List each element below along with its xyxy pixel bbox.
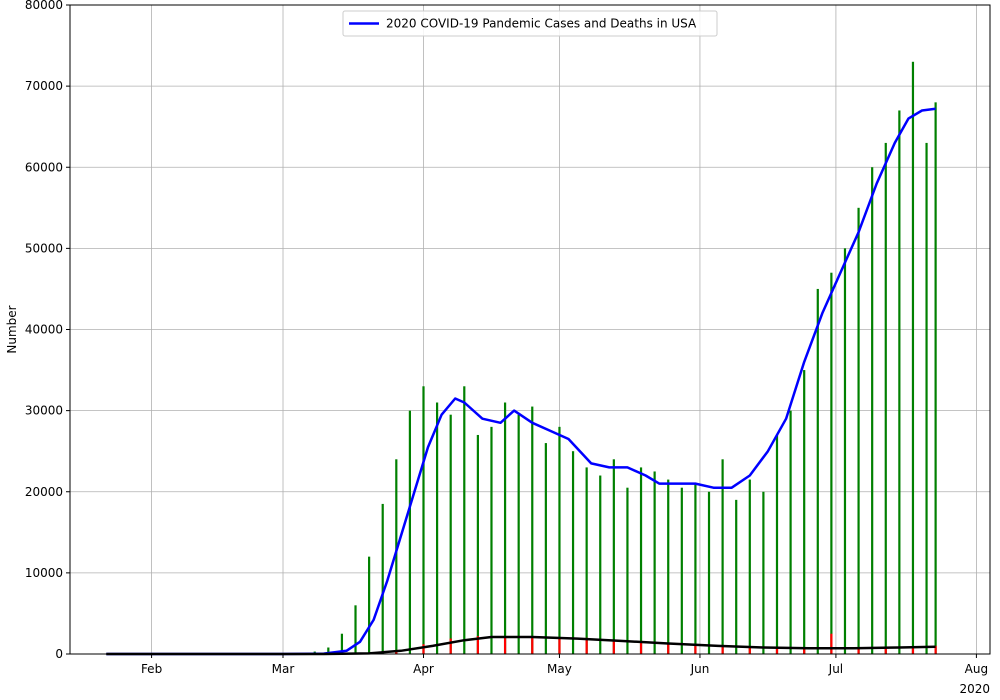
- y-tick-label: 80000: [25, 0, 63, 12]
- death-bar: [911, 647, 915, 654]
- x-tick-label: Jul: [828, 662, 843, 676]
- case-bar: [490, 426, 493, 654]
- case-bar: [857, 207, 860, 654]
- case-bar: [911, 61, 915, 655]
- case-bar: [340, 633, 344, 654]
- y-tick-label: 50000: [25, 241, 63, 255]
- deaths-average-line: [106, 635, 936, 656]
- legend: 2020 COVID-19 Pandemic Cases and Deaths …: [342, 10, 718, 37]
- case-bar: [476, 434, 479, 654]
- case-bar: [721, 459, 724, 654]
- death-bar: [667, 644, 670, 654]
- death-bar: [449, 638, 452, 654]
- case-bar: [884, 142, 887, 654]
- case-bar: [735, 499, 738, 654]
- case-bar: [354, 605, 357, 654]
- case-bar: [816, 288, 819, 654]
- case-bar: [934, 102, 937, 655]
- case-bar: [517, 414, 520, 654]
- case-bar: [544, 443, 547, 654]
- case-bar: [626, 487, 629, 654]
- y-tick-label: 70000: [25, 79, 63, 93]
- death-bar: [857, 648, 860, 654]
- death-bar: [639, 641, 643, 654]
- case-bar: [449, 414, 452, 654]
- death-bar: [775, 648, 779, 654]
- legend-label: 2020 COVID-19 Pandemic Cases and Deaths …: [386, 17, 697, 31]
- case-bar: [408, 410, 412, 654]
- case-bar: [748, 479, 751, 654]
- bars: [300, 61, 937, 655]
- case-bar: [653, 471, 656, 654]
- legend-box: [342, 10, 718, 37]
- case-bar: [463, 386, 466, 654]
- case-bar: [707, 491, 711, 654]
- y-tick-label: 20000: [25, 485, 63, 499]
- x-tick-label: Jun: [690, 662, 710, 676]
- axes: 0 10000 20000 30000 40000 50000 60000 70000 8000…: [5, 0, 990, 696]
- y-tick-label: 0: [55, 647, 63, 661]
- case-bar: [639, 467, 643, 654]
- x-tick-label: Mar: [272, 662, 295, 676]
- case-bar: [571, 451, 575, 654]
- case-bar: [762, 491, 765, 654]
- x-tick-label: Apr: [413, 662, 434, 676]
- x-tick-label: Feb: [141, 662, 162, 676]
- death-bar: [558, 637, 561, 654]
- case-bar: [775, 434, 779, 654]
- death-bar: [803, 649, 806, 654]
- x-offset-label: 2020: [959, 682, 990, 696]
- cases-average-line: [106, 107, 936, 656]
- case-bar: [327, 647, 330, 654]
- case-bar: [803, 370, 806, 654]
- x-tick-label: Aug: [965, 662, 988, 676]
- death-bar: [934, 645, 937, 654]
- case-bar: [503, 402, 507, 654]
- case-bar: [585, 467, 588, 654]
- death-bar: [884, 648, 887, 654]
- death-bar: [694, 645, 697, 654]
- y-tick-label: 60000: [25, 160, 63, 174]
- case-bar: [680, 487, 683, 654]
- y-tick-label: 40000: [25, 323, 63, 337]
- death-bar: [531, 636, 534, 654]
- death-bar: [585, 637, 588, 654]
- case-bar: [789, 410, 792, 654]
- death-bar: [748, 647, 751, 654]
- case-bar: [694, 483, 697, 654]
- case-bar: [667, 479, 670, 654]
- death-bar: [612, 640, 615, 654]
- case-bar: [435, 402, 439, 654]
- y-tick-label: 30000: [25, 404, 63, 418]
- x-tick-label: May: [547, 662, 572, 676]
- case-bar: [612, 459, 615, 654]
- death-bar: [503, 636, 507, 654]
- case-bar: [843, 248, 847, 654]
- y-axis-title: Number: [5, 305, 19, 353]
- case-bar: [422, 386, 425, 654]
- case-bar: [381, 503, 384, 654]
- case-bar: [871, 167, 874, 654]
- case-bar: [830, 272, 833, 654]
- death-bar: [476, 636, 479, 654]
- series-lines: [106, 107, 936, 656]
- case-bar: [925, 142, 928, 654]
- case-bar: [395, 459, 398, 654]
- case-bar: [898, 110, 901, 654]
- case-bar: [531, 406, 534, 654]
- case-bar: [599, 475, 602, 654]
- death-bar: [721, 646, 724, 654]
- case-bar: [558, 426, 561, 654]
- death-bar: [422, 644, 425, 654]
- case-bar: [368, 556, 371, 654]
- death-bar: [830, 633, 833, 654]
- y-tick-label: 10000: [25, 566, 63, 580]
